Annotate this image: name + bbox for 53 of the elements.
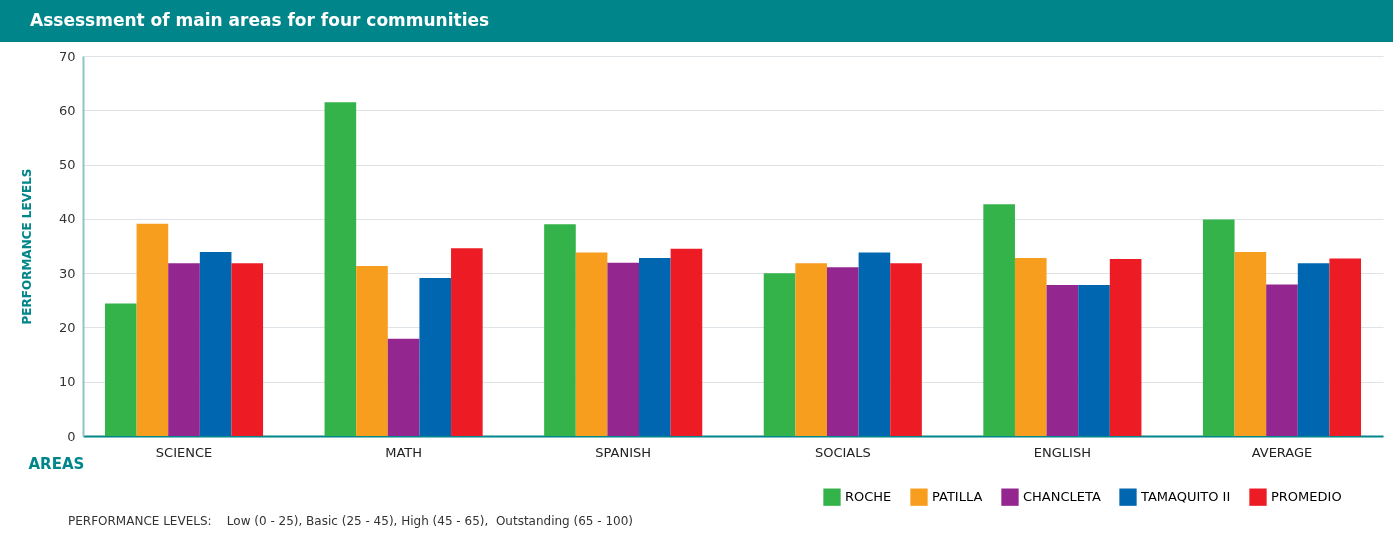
x-tick-label: SOCIALS — [814, 444, 871, 460]
bar — [795, 263, 827, 436]
y-tick-label: 70 — [58, 48, 76, 64]
y-tick-label: 20 — [58, 319, 76, 335]
bar — [1078, 285, 1110, 436]
bar — [983, 204, 1015, 436]
x-tick-label: SCIENCE — [155, 444, 213, 460]
bar — [858, 252, 891, 436]
bar — [575, 252, 608, 436]
bar — [826, 267, 859, 436]
bar — [168, 263, 200, 436]
legend-label: CHANCLETA — [1023, 489, 1101, 505]
y-tick-label: 60 — [58, 102, 76, 118]
x-tick-label: MATH — [385, 444, 423, 460]
legend-label: TAMAQUITO II — [1140, 489, 1231, 505]
legend-label: ROCHE — [845, 489, 892, 505]
bar — [763, 273, 796, 436]
bar — [1297, 263, 1330, 436]
bar — [890, 263, 922, 436]
bar — [356, 266, 388, 436]
bar — [544, 224, 576, 436]
bar — [639, 257, 671, 436]
legend-label: PATILLA — [932, 489, 983, 505]
bar — [1202, 219, 1235, 436]
legend-label: PROMEDIO — [1271, 489, 1342, 505]
x-tick-label: ENGLISH — [1033, 444, 1091, 460]
bar — [324, 102, 357, 436]
bar — [1046, 285, 1079, 436]
bar — [1109, 259, 1142, 436]
bar — [670, 248, 703, 436]
chart-title: Assessment of main areas for four communities — [0, 0, 1393, 42]
y-tick-label: 10 — [58, 374, 76, 390]
bar — [1266, 284, 1298, 436]
y-tick-label: 50 — [58, 157, 76, 173]
bar — [451, 248, 483, 436]
y-tick-label: 40 — [58, 211, 76, 227]
bar — [387, 338, 420, 436]
bar — [136, 223, 169, 436]
bar — [1014, 257, 1047, 436]
bar — [607, 262, 640, 436]
bar — [419, 278, 452, 436]
text: PERFORMANCE LEVELS: Low (0 - 25), Basic (25 - 45), High (45 - 65), Outstanding (65 - 100) — [68, 514, 634, 528]
y-tick-label: 0 — [67, 428, 76, 444]
x-tick-label: SPANISH — [595, 444, 652, 460]
bar — [1234, 251, 1267, 436]
bar — [199, 251, 232, 436]
y-tick-label: 30 — [58, 265, 76, 281]
y-axis-title: PERFORMANCE LEVELS — [19, 168, 34, 325]
bar — [1329, 258, 1362, 436]
x-axis-title: AREAS — [28, 454, 85, 473]
bar — [231, 263, 264, 436]
x-tick-label: AVERAGE — [1251, 444, 1313, 460]
bar — [104, 303, 137, 436]
